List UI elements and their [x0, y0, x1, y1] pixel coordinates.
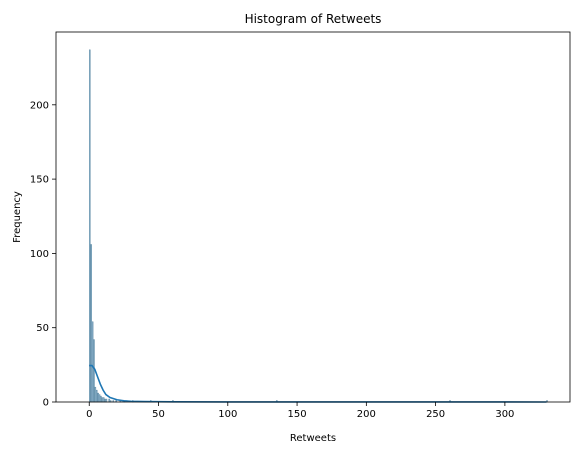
y-tick-label-100: 100 [30, 249, 49, 260]
histogram-bars [89, 49, 548, 403]
y-tick-label-50: 50 [36, 323, 49, 334]
histogram-bar-0 [89, 49, 91, 403]
histogram-bar-12 [105, 398, 108, 403]
histogram-bar-9 [101, 397, 104, 403]
histogram-bar-2 [91, 321, 94, 403]
histogram-bar-3 [93, 339, 95, 403]
histogram-bar-7 [98, 394, 101, 403]
x-axis-title: Retweets [290, 433, 336, 444]
x-tick-label-50: 50 [152, 409, 165, 420]
plot-frame [55, 31, 571, 403]
histogram-bar-8 [100, 395, 102, 403]
y-tick-label-200: 200 [30, 100, 49, 111]
histogram-bar-10 [102, 397, 105, 403]
y-axis-ticks: 0 50 100 150 200 [30, 100, 56, 409]
x-axis-ticks: 0 50 100 150 200 250 300 [86, 402, 514, 420]
x-tick-label-250: 250 [426, 409, 445, 420]
x-tick-label-100: 100 [218, 409, 237, 420]
histogram-bar-4 [94, 386, 97, 403]
histogram-bar-5 [95, 389, 98, 403]
kde-line [89, 364, 547, 403]
histogram-bar-13 [108, 398, 110, 403]
histogram-bar-11 [104, 398, 106, 403]
x-tick-label-200: 200 [357, 409, 376, 420]
histogram-bar-6 [97, 392, 99, 403]
kde-layer [89, 364, 547, 403]
chart-title: Histogram of Retweets [245, 12, 382, 26]
y-tick-label-150: 150 [30, 175, 49, 186]
x-tick-label-0: 0 [86, 409, 92, 420]
x-tick-label-300: 300 [495, 409, 514, 420]
y-axis-title: Frequency [12, 191, 23, 243]
histogram-bar-1 [90, 244, 92, 403]
y-tick-label-0: 0 [43, 398, 49, 409]
x-tick-label-150: 150 [288, 409, 307, 420]
